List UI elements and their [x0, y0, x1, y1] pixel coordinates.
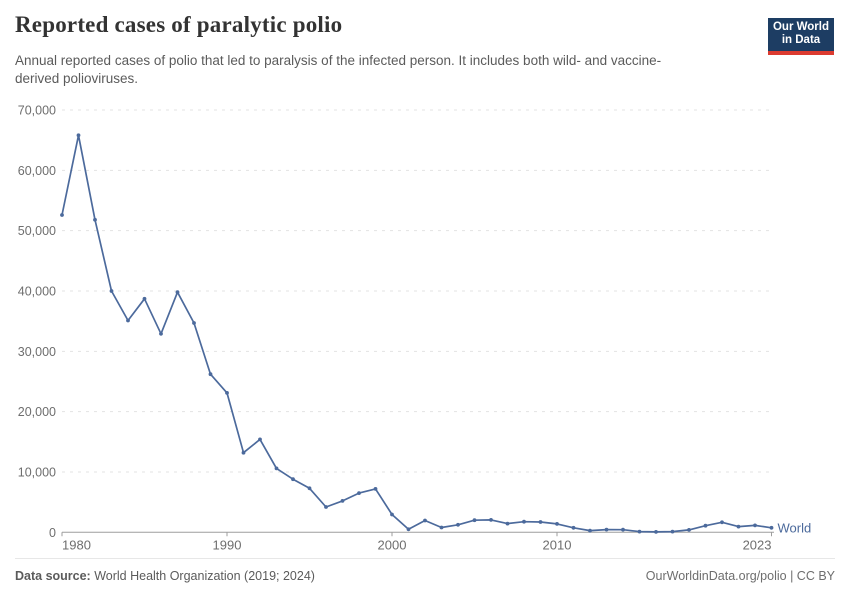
data-point-marker: [423, 518, 427, 523]
data-point-marker: [555, 522, 559, 526]
x-axis-tick-label: 1980: [62, 537, 91, 552]
world-series-line: [61, 134, 773, 533]
data-point-marker: [406, 527, 411, 532]
data-point-marker: [604, 527, 609, 532]
data-point-marker: [769, 525, 774, 530]
license-text: | CC BY: [786, 569, 835, 583]
data-point-marker: [60, 213, 64, 217]
data-point-marker: [340, 499, 345, 503]
data-point-marker: [307, 486, 312, 491]
data-point-marker: [76, 133, 81, 138]
y-axis-tick-label: 10,000: [18, 465, 56, 479]
owid-logo[interactable]: Our World in Data: [768, 18, 834, 55]
x-axis-tick-label: 2023: [743, 537, 772, 552]
attribution: OurWorldinData.org/polio | CC BY: [646, 569, 835, 583]
data-point-marker: [324, 505, 328, 509]
data-source: Data source: World Health Organization (…: [15, 569, 315, 583]
data-point-marker: [225, 391, 229, 395]
data-point-marker: [208, 372, 213, 377]
data-point-marker: [637, 529, 642, 534]
data-point-marker: [159, 331, 163, 336]
data-point-marker: [522, 519, 526, 524]
data-point-marker: [357, 491, 361, 495]
data-point-marker: [456, 522, 460, 527]
data-point-marker: [703, 523, 708, 528]
data-point-marker: [142, 296, 147, 301]
chart-subtitle: Annual reported cases of polio that led …: [15, 53, 662, 86]
data-point-marker: [538, 520, 543, 524]
series-entity-label: World: [778, 520, 812, 535]
data-point-marker: [439, 525, 444, 530]
data-point-marker: [588, 528, 592, 533]
data-point-marker: [258, 437, 262, 442]
data-point-marker: [670, 529, 675, 534]
owid-logo-line2: in Data: [781, 34, 821, 46]
data-point-marker: [109, 289, 114, 293]
y-axis-tick-label: 0: [49, 526, 56, 540]
chart-footer: Data source: World Health Organization (…: [15, 558, 835, 583]
data-source-value: World Health Organization (2019; 2024): [90, 569, 315, 583]
data-point-marker: [291, 477, 295, 482]
data-point-marker: [753, 523, 757, 528]
data-point-marker: [126, 318, 130, 323]
data-point-marker: [654, 530, 658, 534]
x-axis-tick-label: 2010: [543, 537, 572, 552]
y-axis-tick-label: 70,000: [18, 104, 56, 118]
data-source-label: Data source:: [15, 569, 91, 583]
page-title: Reported cases of paralytic polio: [15, 12, 343, 37]
x-axis-tick-label: 2000: [378, 537, 407, 552]
data-point-marker: [274, 466, 279, 471]
y-axis-tick-label: 50,000: [18, 224, 56, 238]
y-axis-tick-label: 40,000: [18, 284, 56, 298]
data-point-marker: [192, 321, 196, 325]
data-point-marker: [489, 518, 493, 522]
data-point-marker: [571, 525, 576, 530]
data-point-marker: [373, 487, 378, 491]
y-axis-tick-label: 60,000: [18, 164, 56, 178]
y-axis-tick-label: 30,000: [18, 345, 56, 359]
data-point-marker: [472, 518, 477, 523]
data-point-marker: [736, 524, 741, 529]
data-point-marker: [241, 450, 246, 455]
data-point-marker: [93, 217, 97, 222]
owid-url-link[interactable]: OurWorldinData.org/polio: [645, 569, 787, 583]
data-point-marker: [390, 512, 394, 517]
data-point-marker: [687, 528, 691, 532]
polio-line-chart: 0 10,000 20,000 30,000 40,000 50,000 60,000 70,…: [18, 104, 812, 553]
data-point-marker: [175, 290, 180, 295]
owid-logo-line1: Our World: [772, 21, 829, 33]
data-point-marker: [621, 527, 625, 532]
x-axis-tick-label: 1990: [213, 537, 242, 552]
data-point-marker: [505, 521, 510, 526]
data-point-marker: [720, 520, 724, 525]
y-axis-tick-label: 20,000: [18, 405, 56, 419]
